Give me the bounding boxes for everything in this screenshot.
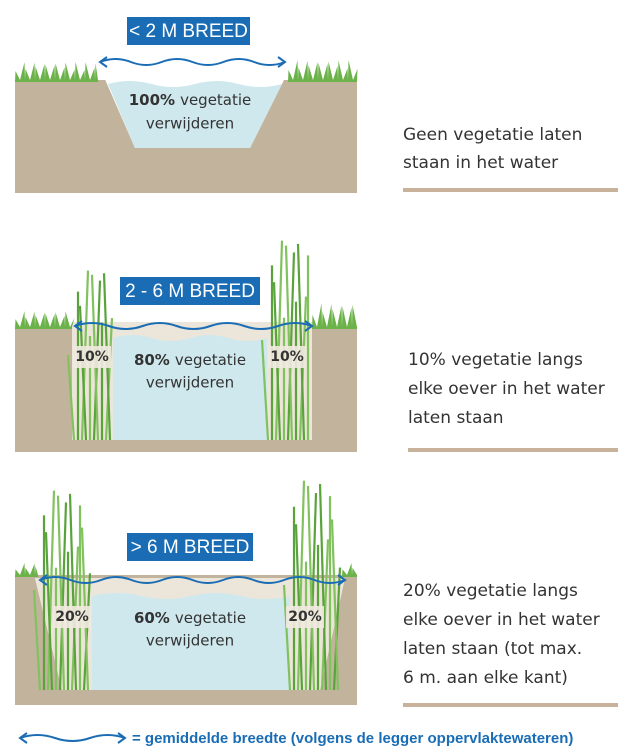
center-line: vegetatie (175, 351, 246, 369)
side-label: 10% (270, 349, 304, 365)
center-pct: 60% (134, 609, 170, 627)
grass (312, 303, 357, 329)
grass (15, 311, 75, 329)
description: laten staan (408, 408, 504, 428)
width-label: > 6 M BREED (131, 537, 250, 558)
width-arrow (100, 59, 285, 65)
center-line: vegetatie (175, 609, 246, 627)
center-text: 80% vegetatie (134, 351, 246, 369)
grass (15, 563, 38, 577)
description: 10% vegetatie langs (408, 350, 583, 370)
center-text: 60% vegetatie (134, 609, 246, 627)
description: 20% vegetatie langs (403, 581, 578, 601)
description: laten staan (tot max. (403, 639, 582, 659)
description: staan in het water (403, 153, 558, 173)
grass (342, 563, 357, 577)
legend-arrow (20, 735, 125, 741)
side-label: 20% (55, 609, 89, 625)
legend-text: = gemiddelde breedte (volgens de legger … (132, 730, 573, 747)
center-text: verwijderen (146, 632, 234, 650)
center-pct: 100% (129, 91, 175, 109)
infographic: < 2 M BREED 100% vegetatie verwijderen Geen … (0, 0, 622, 750)
width-label: < 2 M BREED (129, 21, 248, 42)
grass (288, 60, 358, 82)
description: elke oever in het water (408, 379, 605, 399)
side-label: 10% (75, 349, 109, 365)
grass (15, 62, 98, 82)
description: elke oever in het water (403, 610, 600, 630)
description: 6 m. aan elke kant) (403, 668, 568, 688)
description: Geen vegetatie laten (403, 125, 582, 145)
center-text: 100% vegetatie (129, 91, 252, 109)
width-label: 2 - 6 M BREED (125, 281, 255, 302)
side-label: 20% (288, 609, 322, 625)
center-line: vegetatie (180, 91, 251, 109)
center-text: verwijderen (146, 374, 234, 392)
center-pct: 80% (134, 351, 170, 369)
center-text: verwijderen (146, 115, 234, 133)
